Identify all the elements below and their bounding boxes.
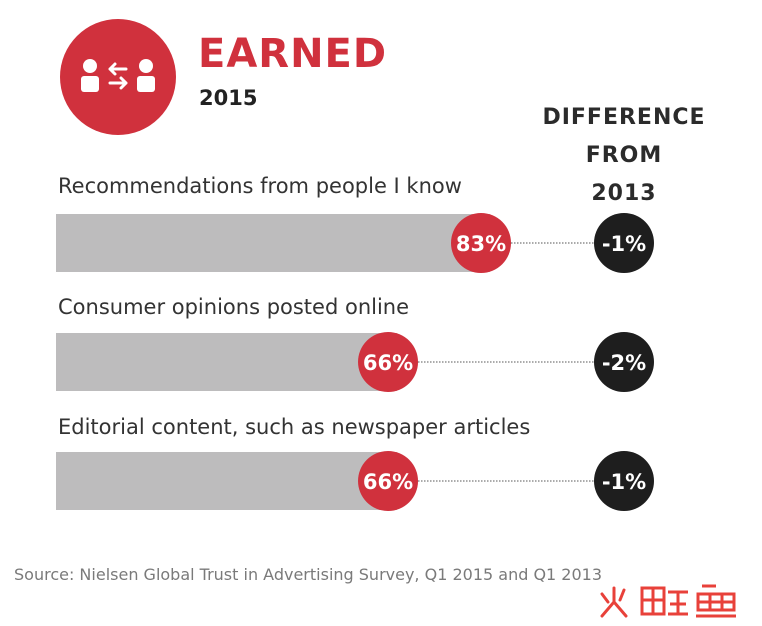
difference-header: DIFFERENCE FROM 2013 <box>524 99 724 213</box>
category-label: Editorial content, such as newspaper art… <box>58 415 531 439</box>
difference-label: -1% <box>602 232 646 256</box>
difference-header-line: FROM <box>585 143 663 168</box>
difference-circle <box>594 451 654 511</box>
difference-circle <box>594 213 654 273</box>
earned-badge <box>60 19 176 135</box>
two-people-exchange-icon <box>81 59 155 92</box>
category-label: Consumer opinions posted online <box>58 295 410 319</box>
value-label: 66% <box>363 351 413 375</box>
value-circle <box>358 332 419 392</box>
difference-label: -2% <box>602 351 646 375</box>
value-label: 66% <box>363 470 413 494</box>
watermark-logo <box>600 584 736 618</box>
difference-circle <box>594 332 654 392</box>
bar <box>56 214 491 272</box>
bar <box>56 452 398 510</box>
year-label: 2015 <box>199 86 258 110</box>
value-circle <box>451 213 512 273</box>
category-label: Recommendations from people I know <box>58 174 462 198</box>
difference-header-line: 2013 <box>591 181 657 206</box>
value-circle <box>358 451 419 511</box>
difference-header-line: DIFFERENCE <box>542 105 706 130</box>
difference-label: -1% <box>602 470 646 494</box>
section-title: EARNED <box>198 31 388 77</box>
bar <box>56 333 398 391</box>
value-label: 83% <box>456 232 506 256</box>
source-note: Source: Nielsen Global Trust in Advertis… <box>14 565 603 584</box>
